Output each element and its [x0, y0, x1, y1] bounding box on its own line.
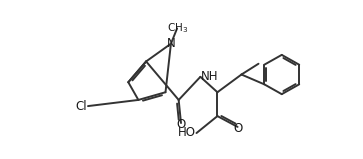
Text: O: O — [233, 122, 242, 135]
Text: N: N — [167, 37, 175, 50]
Text: HO: HO — [178, 126, 196, 139]
Text: Cl: Cl — [76, 100, 87, 113]
Text: O: O — [176, 118, 185, 131]
Text: NH: NH — [201, 70, 219, 83]
Text: CH$_3$: CH$_3$ — [167, 21, 188, 35]
